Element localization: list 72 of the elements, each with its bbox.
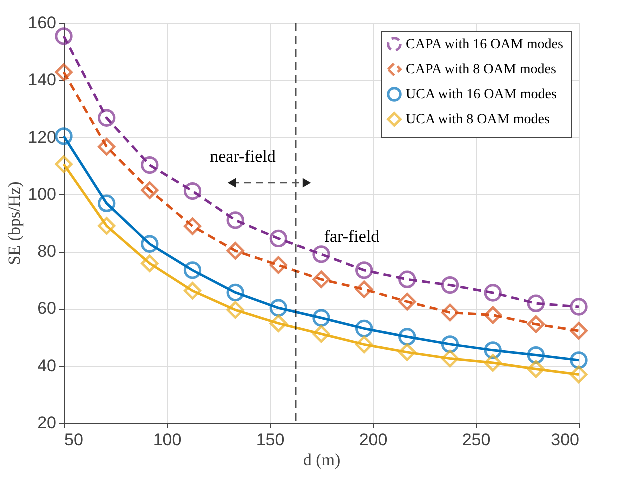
point bbox=[312, 309, 330, 327]
point bbox=[55, 64, 73, 82]
legend-label: UCA with 16 OAM modes bbox=[406, 88, 557, 102]
point bbox=[55, 156, 73, 174]
y-tick-label: 60 bbox=[38, 299, 56, 318]
point bbox=[356, 320, 374, 338]
x-tick-label: 100 bbox=[153, 430, 182, 450]
point bbox=[312, 325, 330, 343]
y-tick-label: 120 bbox=[28, 128, 56, 147]
x-tick-label: 300 bbox=[551, 430, 580, 450]
point bbox=[141, 235, 159, 253]
point bbox=[527, 294, 545, 312]
point bbox=[270, 230, 288, 248]
annotation: near-field bbox=[210, 147, 276, 166]
point bbox=[226, 212, 244, 230]
point bbox=[226, 284, 244, 302]
point bbox=[570, 366, 588, 384]
y-axis-title: SE (bps/Hz) bbox=[5, 182, 24, 266]
point bbox=[226, 242, 244, 260]
point bbox=[356, 280, 374, 298]
y-tick-label: 160 bbox=[28, 14, 56, 32]
y-tick-label: 20 bbox=[38, 414, 56, 432]
point bbox=[141, 156, 159, 174]
point bbox=[184, 182, 202, 200]
point bbox=[184, 262, 202, 280]
point bbox=[55, 128, 73, 146]
point bbox=[398, 270, 416, 288]
point bbox=[270, 299, 288, 317]
point bbox=[570, 322, 588, 340]
x-axis-title: d (m) bbox=[303, 450, 341, 470]
y-tick-label: 100 bbox=[28, 184, 56, 204]
y-tick-label: 80 bbox=[38, 242, 56, 262]
point bbox=[141, 254, 159, 272]
point bbox=[356, 336, 374, 354]
point bbox=[226, 301, 244, 319]
point bbox=[570, 298, 588, 316]
point bbox=[441, 276, 460, 294]
point bbox=[356, 262, 374, 280]
x-tick-label: 150 bbox=[256, 430, 285, 450]
point bbox=[55, 28, 73, 46]
x-tick-label: 200 bbox=[359, 430, 388, 450]
point bbox=[184, 282, 202, 300]
point bbox=[270, 314, 288, 332]
point bbox=[441, 350, 460, 368]
legend-label: CAPA with 8 OAM modes bbox=[406, 62, 556, 78]
point bbox=[312, 270, 330, 288]
point bbox=[398, 293, 416, 311]
point bbox=[184, 218, 202, 236]
y-tick-label: 40 bbox=[38, 356, 56, 376]
point bbox=[527, 316, 545, 334]
point bbox=[98, 194, 116, 212]
point bbox=[527, 360, 545, 378]
point bbox=[398, 344, 416, 362]
annotation: far-field bbox=[324, 227, 380, 246]
point bbox=[98, 138, 116, 156]
x-tick-label: 50 bbox=[64, 430, 84, 450]
point bbox=[441, 304, 460, 322]
y-tick-label: 140 bbox=[28, 70, 56, 90]
point bbox=[398, 328, 416, 346]
point bbox=[141, 182, 159, 200]
legend-label: UCA with 8 OAM modes bbox=[406, 112, 550, 128]
point bbox=[98, 217, 116, 235]
point bbox=[484, 354, 502, 372]
point bbox=[270, 256, 288, 274]
legend-label: CAPA with 16 OAM modes bbox=[406, 38, 564, 52]
point bbox=[484, 284, 502, 302]
point bbox=[312, 246, 330, 264]
point bbox=[527, 346, 545, 364]
point bbox=[484, 306, 502, 324]
point bbox=[570, 352, 588, 370]
point bbox=[98, 109, 116, 127]
x-tick-label: 250 bbox=[462, 430, 491, 450]
